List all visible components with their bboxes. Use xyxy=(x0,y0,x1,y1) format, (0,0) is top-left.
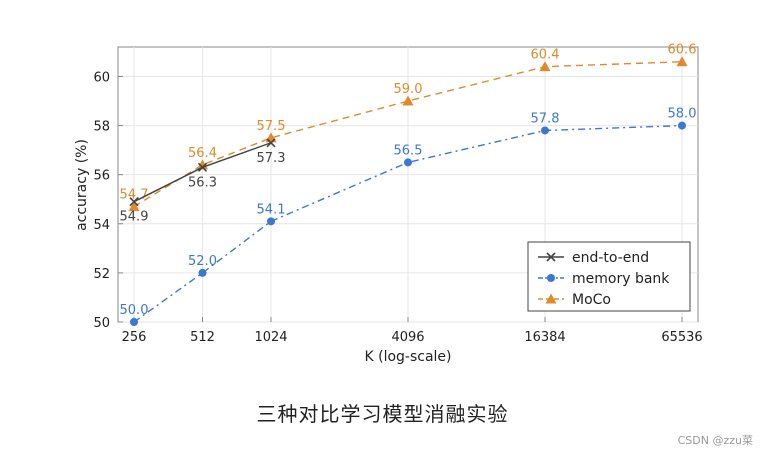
data-label-moco: 57.5 xyxy=(257,119,286,134)
data-point-moco xyxy=(128,201,140,212)
legend-label-end-to-end: end-to-end xyxy=(572,250,649,266)
x-tick-label: 256 xyxy=(122,330,147,345)
legend-label-moco: MoCo xyxy=(572,292,611,308)
data-point-memory-bank xyxy=(267,217,275,226)
series-group: 50.0 52.0 54.1 56.5 57.8 58.0 54.7 56.4 57.5 59.0… xyxy=(120,43,697,326)
series-end-to-end: 54.9 56.3 57.3 xyxy=(120,138,286,225)
legend-marker-memory-bank xyxy=(547,274,555,282)
y-axis-label: accuracy (%) xyxy=(74,139,90,231)
x-tick-label: 512 xyxy=(190,330,215,345)
data-point-memory-bank xyxy=(678,121,686,130)
y-tick-label: 58 xyxy=(93,120,110,135)
data-label-moco: 56.4 xyxy=(188,146,217,161)
data-label-end-to-end: 57.3 xyxy=(257,151,286,166)
watermark: CSDN @zzu菜 xyxy=(677,434,753,447)
figure-caption: 三种对比学习模型消融实验 xyxy=(256,402,509,426)
data-label-memory-bank: 58.0 xyxy=(668,107,697,122)
y-tick-label: 60 xyxy=(93,70,110,85)
legend: end-to-end memory bank MoCo xyxy=(527,241,691,312)
x-axis-label: K (log-scale) xyxy=(364,349,451,365)
y-tick-label: 50 xyxy=(93,316,110,331)
y-tick-label: 52 xyxy=(93,267,110,282)
data-point-moco xyxy=(676,56,688,67)
data-point-end-to-end xyxy=(129,197,139,207)
x-tick-label: 4096 xyxy=(391,330,424,345)
data-point-end-to-end xyxy=(197,162,208,172)
data-label-moco: 59.0 xyxy=(394,82,423,97)
data-label-memory-bank: 56.5 xyxy=(394,143,423,158)
data-label-moco: 54.7 xyxy=(120,188,149,203)
data-label-end-to-end: 54.9 xyxy=(120,210,149,225)
data-label-memory-bank: 52.0 xyxy=(188,254,217,269)
y-tick-label: 54 xyxy=(93,218,110,233)
data-label-moco: 60.6 xyxy=(668,43,697,58)
data-label-memory-bank: 50.0 xyxy=(120,303,149,318)
data-point-end-to-end xyxy=(266,138,276,148)
data-label-memory-bank: 57.8 xyxy=(531,111,560,126)
data-point-moco xyxy=(539,61,551,72)
data-label-moco: 60.4 xyxy=(531,48,560,63)
legend-marker-moco xyxy=(545,293,557,304)
data-label-end-to-end: 56.3 xyxy=(188,175,217,190)
data-point-memory-bank xyxy=(130,318,138,326)
series-memory-bank: 50.0 52.0 54.1 56.5 57.8 58.0 xyxy=(120,107,697,326)
y-tick-label: 56 xyxy=(93,169,110,184)
chart: 50 52 54 56 58 60 256 512 1024 4096 16384 65536 K … xyxy=(74,43,703,365)
data-label-memory-bank: 54.1 xyxy=(257,202,286,217)
legend-label-memory-bank: memory bank xyxy=(572,271,670,287)
data-point-memory-bank xyxy=(541,126,549,135)
legend-marker-end-to-end xyxy=(546,252,556,262)
y-axis: 50 52 54 56 58 60 xyxy=(93,70,123,331)
x-axis: 256 512 1024 4096 16384 65536 xyxy=(122,317,703,345)
grid xyxy=(118,47,698,323)
series-line-moco xyxy=(133,61,683,208)
data-point-memory-bank xyxy=(198,268,207,277)
x-tick-label: 65536 xyxy=(661,330,702,345)
x-tick-label: 1024 xyxy=(254,330,287,345)
x-tick-label: 16384 xyxy=(524,330,565,345)
series-line-memory-bank xyxy=(133,124,683,323)
data-point-moco xyxy=(402,95,414,106)
series-moco: 54.7 56.4 57.5 59.0 60.4 60.6 xyxy=(120,43,697,212)
data-point-memory-bank xyxy=(404,158,412,167)
